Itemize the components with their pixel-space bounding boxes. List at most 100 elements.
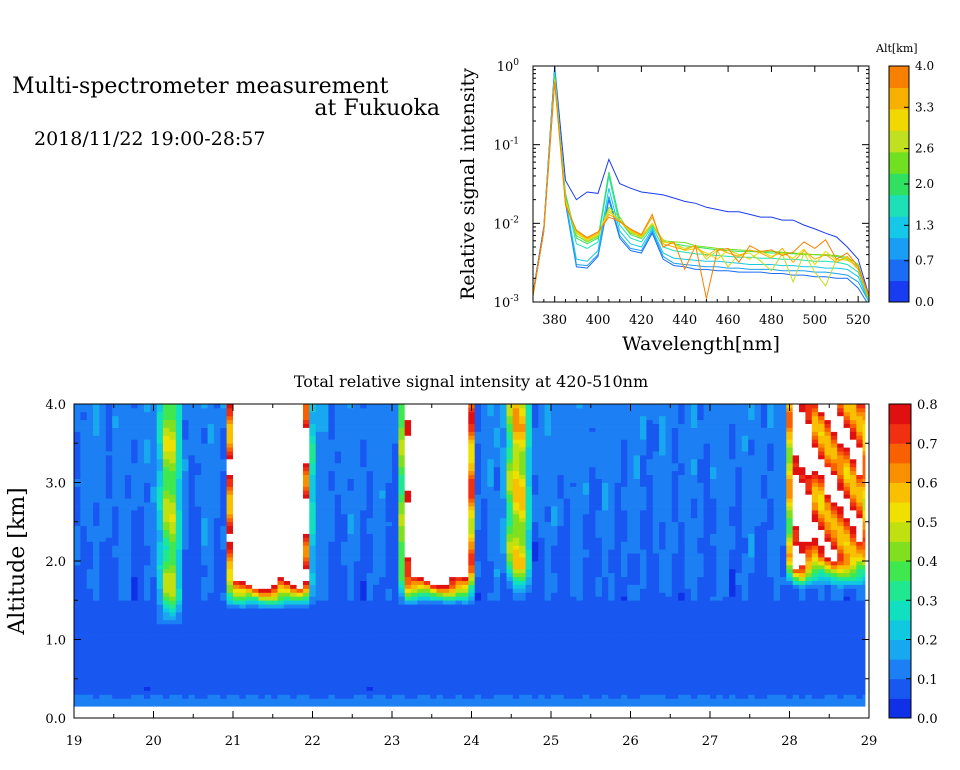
heatmap-cell (131, 466, 138, 472)
heatmap-cell (188, 529, 196, 534)
heatmap-cell (404, 474, 412, 479)
heatmap-cell (385, 545, 393, 550)
heatmap-cell (86, 588, 94, 593)
heatmap-cell (353, 627, 361, 632)
heatmap-cell (150, 690, 158, 695)
heatmap-cell (341, 443, 348, 448)
heatmap-cell (124, 667, 132, 672)
heatmap-cell (347, 482, 355, 487)
heatmap-cell (74, 553, 81, 558)
heatmap-cell (156, 545, 164, 550)
heatmap-cell (233, 407, 240, 413)
heatmap-cell (252, 513, 259, 519)
heatmap-cell (353, 419, 361, 424)
heatmap-cell (296, 494, 304, 499)
heatmap-cell (239, 568, 247, 574)
heatmap-cell (436, 427, 444, 432)
heatmap-cell (283, 502, 291, 507)
heatmap-cell (245, 553, 253, 558)
heatmap-cell (156, 557, 164, 562)
heatmap-cell (194, 568, 202, 574)
heatmap-cell (93, 415, 100, 421)
heatmap-cell (366, 631, 374, 636)
heatmap-cell (353, 596, 361, 601)
heatmap-cell (169, 517, 177, 523)
heatmap-cell (118, 459, 126, 464)
heatmap-cell (296, 459, 304, 464)
heatmap-cell (258, 604, 266, 609)
heatmap-cell (175, 427, 183, 432)
heatmap-cell (379, 549, 387, 554)
heatmap-cell (163, 521, 170, 527)
heatmap-cell (258, 525, 266, 530)
heatmap-cell (360, 615, 367, 621)
heatmap-cell (194, 627, 202, 632)
heatmap-cell (315, 545, 323, 550)
heatmap-cell (144, 533, 151, 538)
heatmap-cell (105, 608, 113, 613)
heatmap-cell (156, 670, 164, 676)
heatmap-cell (436, 576, 444, 581)
heatmap-cell (264, 572, 272, 578)
heatmap-cell (411, 466, 418, 472)
heatmap-cell (449, 427, 456, 432)
heatmap-cell (175, 466, 183, 472)
heatmap-cell (150, 619, 158, 625)
heatmap-cell (182, 627, 189, 632)
heatmap-cell (258, 470, 266, 475)
heatmap-cell (360, 478, 367, 483)
heatmap-cell (112, 478, 119, 483)
heatmap-cell (188, 615, 196, 621)
heatmap-cell (379, 459, 387, 464)
heatmap-cell (392, 415, 399, 421)
heatmap-cell (74, 439, 81, 444)
heatmap-cell (213, 655, 221, 660)
heatmap-cell (404, 670, 412, 676)
heatmap-cell (169, 647, 177, 652)
heatmap-cell (188, 411, 196, 417)
heatmap-cell (309, 647, 317, 652)
heatmap-cell (411, 533, 418, 538)
heatmap-cell (213, 568, 221, 574)
heatmap-cell (334, 686, 342, 691)
heatmap-cell (156, 478, 164, 483)
heatmap-cell (131, 600, 138, 605)
heatmap-cell (99, 561, 107, 566)
heatmap-cell (252, 623, 259, 629)
heatmap-cell (417, 533, 425, 538)
heatmap-cell (150, 435, 158, 440)
heatmap-cell (144, 600, 151, 605)
heatmap-cell (175, 572, 183, 578)
heatmap-cell (309, 564, 317, 570)
heatmap-cell (455, 702, 463, 707)
heatmap-cell (423, 470, 431, 475)
heatmap-cell (271, 431, 278, 436)
heatmap-cell (264, 549, 272, 554)
heatmap-cell (360, 580, 367, 585)
heatmap-cell (417, 466, 425, 472)
heatmap-cell (239, 459, 247, 464)
heatmap-cell (124, 612, 132, 617)
heatmap-cell (417, 608, 425, 613)
heatmap-cell (175, 521, 183, 527)
heatmap-cell (93, 663, 100, 668)
heatmap-cell (163, 635, 170, 640)
heatmap-cell (436, 682, 444, 687)
heatmap-cell (194, 655, 202, 660)
heatmap-cell (105, 674, 113, 680)
heatmap-cell (315, 513, 323, 519)
heatmap-cell (455, 462, 463, 468)
heatmap-cell (462, 635, 469, 640)
heatmap-cell (455, 655, 463, 660)
heatmap-cell (334, 470, 342, 475)
heatmap-cell (131, 443, 138, 448)
heatmap-cell (392, 502, 399, 507)
heatmap-cell (233, 659, 240, 664)
heatmap-cell (315, 627, 323, 632)
heatmap-cell (233, 502, 240, 507)
heatmap-cell (182, 619, 189, 625)
heatmap-cell (175, 455, 183, 460)
heatmap-cell (296, 529, 304, 534)
heatmap-cell (322, 451, 329, 456)
heatmap-cell (194, 435, 202, 440)
